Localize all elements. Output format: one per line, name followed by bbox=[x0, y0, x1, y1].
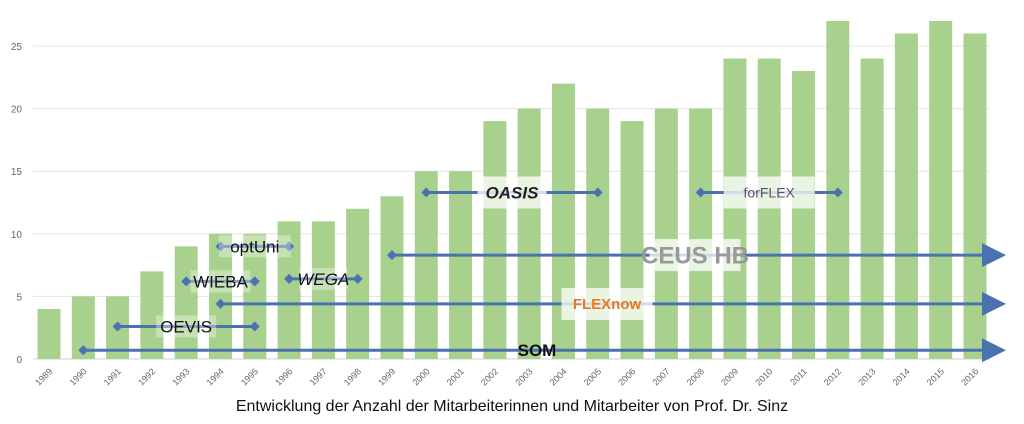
diamond-marker bbox=[284, 241, 295, 252]
x-tick-label: 2014 bbox=[891, 366, 912, 387]
logo-backdrop bbox=[649, 239, 741, 272]
bar-2001 bbox=[449, 171, 473, 359]
bar-1990 bbox=[71, 296, 95, 359]
logo-ceus-hb: CEUS HB bbox=[641, 242, 749, 269]
x-tick-label: 2005 bbox=[582, 366, 603, 387]
label-oevis: OEVIS bbox=[160, 317, 212, 336]
bar-2013 bbox=[860, 58, 884, 360]
y-tick-label: 20 bbox=[11, 105, 23, 116]
bar-2014 bbox=[894, 33, 918, 359]
bar-1997 bbox=[311, 221, 335, 359]
bar-2000 bbox=[414, 171, 438, 359]
label-backdrop bbox=[218, 235, 291, 258]
x-tick-label: 1996 bbox=[273, 366, 294, 387]
x-tick-label: 2015 bbox=[925, 366, 946, 387]
chart-title: Entwicklung der Anzahl der Mitarbeiterin… bbox=[235, 398, 789, 415]
x-tick-label: 2006 bbox=[616, 366, 637, 387]
x-tick-label: 2016 bbox=[959, 366, 980, 387]
diamond-marker bbox=[249, 321, 260, 332]
x-tick-label: 2013 bbox=[856, 366, 877, 387]
bar-2016 bbox=[963, 33, 987, 359]
x-tick-label: 2002 bbox=[479, 366, 500, 387]
x-tick-label: 2010 bbox=[753, 366, 774, 387]
diamond-marker bbox=[215, 241, 226, 252]
x-tick-label: 2003 bbox=[513, 366, 534, 387]
x-tick-label: 2004 bbox=[548, 366, 569, 387]
y-tick-label: 25 bbox=[11, 42, 23, 53]
x-tick-label: 2011 bbox=[788, 366, 809, 387]
logo-flexnow: FLEXnow bbox=[573, 296, 642, 313]
label-wega: WEGA bbox=[297, 270, 349, 289]
x-tick-label: 1993 bbox=[170, 366, 191, 387]
diamond-marker bbox=[78, 345, 89, 356]
diamond-marker bbox=[215, 298, 226, 309]
bar-2015 bbox=[929, 20, 953, 360]
diamond-marker bbox=[249, 276, 260, 287]
bar-2002 bbox=[483, 121, 507, 360]
diamond-marker bbox=[421, 187, 432, 198]
label-backdrop bbox=[190, 270, 251, 293]
x-tick-label: 2009 bbox=[719, 366, 740, 387]
x-tick-label: 1994 bbox=[205, 366, 226, 387]
diamond-marker bbox=[181, 276, 192, 287]
bar-1992 bbox=[140, 271, 164, 359]
diamond-marker bbox=[695, 187, 706, 198]
x-tick-label: 1992 bbox=[136, 366, 157, 387]
diamond-marker bbox=[832, 187, 843, 198]
x-tick-label: 1998 bbox=[342, 366, 363, 387]
y-tick-label: 0 bbox=[16, 355, 22, 366]
diamond-marker bbox=[112, 321, 123, 332]
logo-backdrop bbox=[477, 176, 547, 209]
y-tick-label: 10 bbox=[11, 230, 23, 241]
x-tick-label: 2012 bbox=[822, 366, 843, 387]
bar-1998 bbox=[346, 208, 370, 359]
bar-2009 bbox=[723, 58, 747, 360]
diamond-marker bbox=[386, 250, 397, 261]
bar-2008 bbox=[689, 108, 713, 359]
x-tick-label: 1989 bbox=[33, 366, 54, 387]
label-wieba: WIEBA bbox=[193, 272, 248, 291]
bar-1989 bbox=[37, 308, 61, 359]
y-tick-label: 5 bbox=[16, 292, 22, 303]
bar-1999 bbox=[380, 196, 404, 359]
bar-1993 bbox=[174, 246, 198, 359]
logo-backdrop bbox=[723, 176, 815, 209]
label-backdrop bbox=[299, 267, 348, 290]
bar-2005 bbox=[586, 108, 610, 359]
bar-2003 bbox=[517, 108, 541, 359]
x-tick-label: 1991 bbox=[102, 366, 123, 387]
logo-forflex: forFLEX bbox=[744, 184, 796, 200]
x-tick-label: 2001 bbox=[445, 366, 466, 387]
diamond-marker bbox=[592, 187, 603, 198]
label-som: SOM bbox=[518, 341, 557, 360]
x-tick-label: 2000 bbox=[410, 366, 431, 387]
x-tick-label: 1999 bbox=[376, 366, 397, 387]
bar-2011 bbox=[792, 71, 816, 359]
bar-2006 bbox=[620, 121, 644, 360]
diamond-marker bbox=[352, 273, 363, 284]
x-tick-label: 1990 bbox=[67, 366, 88, 387]
diamond-marker bbox=[284, 273, 295, 284]
bar-2007 bbox=[654, 108, 678, 359]
y-tick-label: 15 bbox=[11, 167, 23, 178]
x-tick-label: 1995 bbox=[239, 366, 260, 387]
label-backdrop bbox=[156, 315, 217, 338]
logo-backdrop bbox=[561, 287, 653, 320]
bar-1996 bbox=[277, 221, 301, 359]
bar-2010 bbox=[757, 58, 781, 360]
label-optuni: optUni bbox=[230, 237, 279, 256]
x-tick-label: 2007 bbox=[651, 366, 672, 387]
x-tick-label: 1997 bbox=[308, 366, 329, 387]
x-tick-label: 2008 bbox=[685, 366, 706, 387]
logo-oasis: OASIS bbox=[486, 183, 540, 202]
